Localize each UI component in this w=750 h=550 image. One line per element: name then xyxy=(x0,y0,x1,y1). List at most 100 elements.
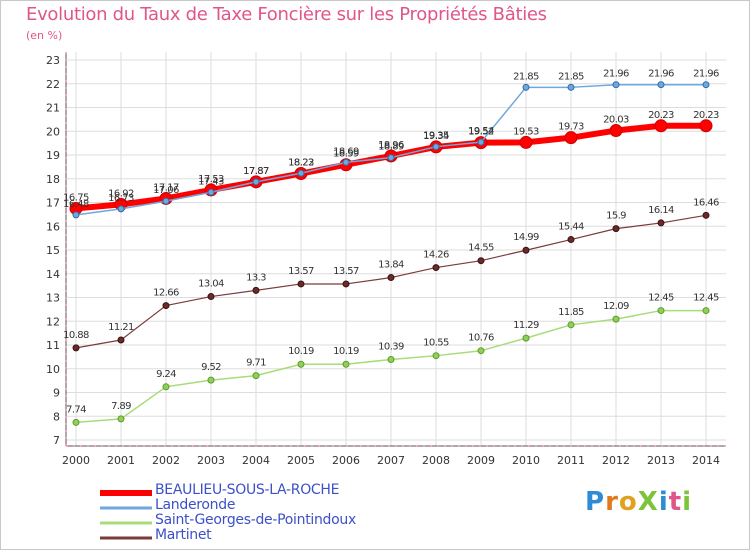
logo-letter: X xyxy=(637,487,659,517)
legend-label-martinet: Martinet xyxy=(155,527,212,543)
data-label-martinet: 13.84 xyxy=(378,260,404,271)
y-tick-label: 20 xyxy=(46,125,60,138)
data-point-saint-georges-de-pointindoux xyxy=(567,321,575,329)
data-label-beaulieu-sous-la-roche: 19.34 xyxy=(423,131,449,142)
data-label-saint-georges-de-pointindoux: 10.39 xyxy=(378,341,404,352)
data-point-landeronde xyxy=(162,197,170,205)
data-point-landeronde xyxy=(252,178,260,186)
data-point-saint-georges-de-pointindoux xyxy=(432,352,440,360)
data-label-beaulieu-sous-la-roche: 18.96 xyxy=(378,140,404,151)
data-point-landeronde xyxy=(432,143,440,151)
data-point-landeronde xyxy=(207,188,215,196)
x-tick-label: 2006 xyxy=(332,454,360,467)
data-point-saint-georges-de-pointindoux xyxy=(162,383,170,391)
data-label-saint-georges-de-pointindoux: 12.45 xyxy=(693,293,719,304)
data-label-landeronde: 19.54 xyxy=(468,126,494,137)
data-point-saint-georges-de-pointindoux xyxy=(522,334,530,342)
data-point-martinet xyxy=(522,246,530,254)
y-tick-label: 8 xyxy=(53,410,60,423)
data-point-landeronde xyxy=(342,158,350,166)
y-tick-label: 14 xyxy=(46,268,60,281)
data-point-martinet xyxy=(297,280,305,288)
data-label-martinet: 13.04 xyxy=(198,279,224,290)
data-point-saint-georges-de-pointindoux xyxy=(297,360,305,368)
data-point-saint-georges-de-pointindoux xyxy=(477,347,485,355)
data-point-beaulieu-sous-la-roche xyxy=(564,131,578,145)
data-label-landeronde: 17.06 xyxy=(153,185,179,196)
data-label-martinet: 11.21 xyxy=(108,322,134,333)
data-label-landeronde: 18.89 xyxy=(378,142,404,153)
data-label-beaulieu-sous-la-roche: 17.17 xyxy=(153,182,179,193)
data-point-beaulieu-sous-la-roche xyxy=(699,119,713,133)
data-label-saint-georges-de-pointindoux: 7.89 xyxy=(111,401,131,412)
y-tick-label: 18 xyxy=(46,173,60,186)
data-label-beaulieu-sous-la-roche: 18.22 xyxy=(288,158,314,169)
data-label-martinet: 13.57 xyxy=(288,266,314,277)
data-label-saint-georges-de-pointindoux: 10.55 xyxy=(423,338,449,349)
data-label-martinet: 14.26 xyxy=(423,250,449,261)
y-tick-label: 7 xyxy=(53,434,60,447)
y-tick-label: 13 xyxy=(46,292,60,305)
data-point-saint-georges-de-pointindoux xyxy=(207,376,215,384)
data-label-saint-georges-de-pointindoux: 10.19 xyxy=(288,346,314,357)
x-tick-label: 2010 xyxy=(512,454,540,467)
data-label-beaulieu-sous-la-roche: 17.87 xyxy=(243,166,269,177)
legend-label-saint-georges: Saint-Georges-de-Pointindoux xyxy=(155,512,356,528)
data-label-beaulieu-sous-la-roche: 20.23 xyxy=(693,110,719,121)
data-label-beaulieu-sous-la-roche: 20.03 xyxy=(603,115,629,126)
data-point-martinet xyxy=(342,280,350,288)
data-label-saint-georges-de-pointindoux: 9.71 xyxy=(246,358,266,369)
data-label-landeronde: 21.85 xyxy=(558,71,584,82)
data-label-saint-georges-de-pointindoux: 11.85 xyxy=(558,307,584,318)
chart-title: Evolution du Taux de Taxe Foncière sur l… xyxy=(26,4,547,25)
x-tick-label: 2011 xyxy=(557,454,585,467)
y-tick-label: 10 xyxy=(46,363,60,376)
data-label-martinet: 16.14 xyxy=(648,205,674,216)
data-label-landeronde: 21.85 xyxy=(513,71,539,82)
data-point-martinet xyxy=(162,302,170,310)
logo-letter: t xyxy=(668,487,683,517)
x-tick-label: 2004 xyxy=(242,454,270,467)
data-label-landeronde: 21.96 xyxy=(603,69,629,80)
y-tick-label: 17 xyxy=(46,197,60,210)
data-label-saint-georges-de-pointindoux: 10.76 xyxy=(468,333,494,344)
data-label-saint-georges-de-pointindoux: 12.09 xyxy=(603,301,629,312)
unit-label: (en %) xyxy=(26,29,63,42)
data-point-landeronde xyxy=(72,211,80,219)
data-label-beaulieu-sous-la-roche: 16.75 xyxy=(63,192,89,203)
y-tick-label: 11 xyxy=(46,339,60,352)
x-tick-label: 2005 xyxy=(287,454,315,467)
data-point-saint-georges-de-pointindoux xyxy=(612,315,620,323)
data-label-landeronde: 17.43 xyxy=(198,176,224,187)
data-point-landeronde xyxy=(657,81,665,89)
data-label-martinet: 16.46 xyxy=(693,197,719,208)
data-label-saint-georges-de-pointindoux: 12.45 xyxy=(648,293,674,304)
logo-letter: r xyxy=(605,487,619,517)
y-tick-label: 19 xyxy=(46,149,60,162)
data-label-beaulieu-sous-la-roche: 16.92 xyxy=(108,188,134,199)
data-point-martinet xyxy=(117,336,125,344)
data-point-martinet xyxy=(702,211,710,219)
y-tick-label: 15 xyxy=(46,244,60,257)
data-point-martinet xyxy=(477,257,485,265)
data-label-beaulieu-sous-la-roche: 19.52 xyxy=(468,127,494,138)
data-point-martinet xyxy=(612,225,620,233)
data-point-saint-georges-de-pointindoux xyxy=(117,415,125,423)
y-tick-label: 23 xyxy=(46,54,60,67)
x-tick-label: 2001 xyxy=(107,454,135,467)
y-tick-label: 22 xyxy=(46,78,60,91)
logo-letter: i xyxy=(682,487,693,517)
data-point-martinet xyxy=(252,286,260,294)
data-label-beaulieu-sous-la-roche: 18.59 xyxy=(333,149,359,160)
logo-letter: P xyxy=(585,487,606,517)
data-label-landeronde: 21.96 xyxy=(693,69,719,80)
data-label-martinet: 15.44 xyxy=(558,222,584,233)
data-label-beaulieu-sous-la-roche: 19.53 xyxy=(513,126,539,137)
data-label-martinet: 10.88 xyxy=(63,330,89,341)
data-point-saint-georges-de-pointindoux xyxy=(702,307,710,315)
data-label-martinet: 15.9 xyxy=(606,211,626,222)
data-point-landeronde xyxy=(117,205,125,213)
data-label-landeronde: 18.69 xyxy=(333,146,359,157)
y-tick-label: 12 xyxy=(46,315,60,328)
